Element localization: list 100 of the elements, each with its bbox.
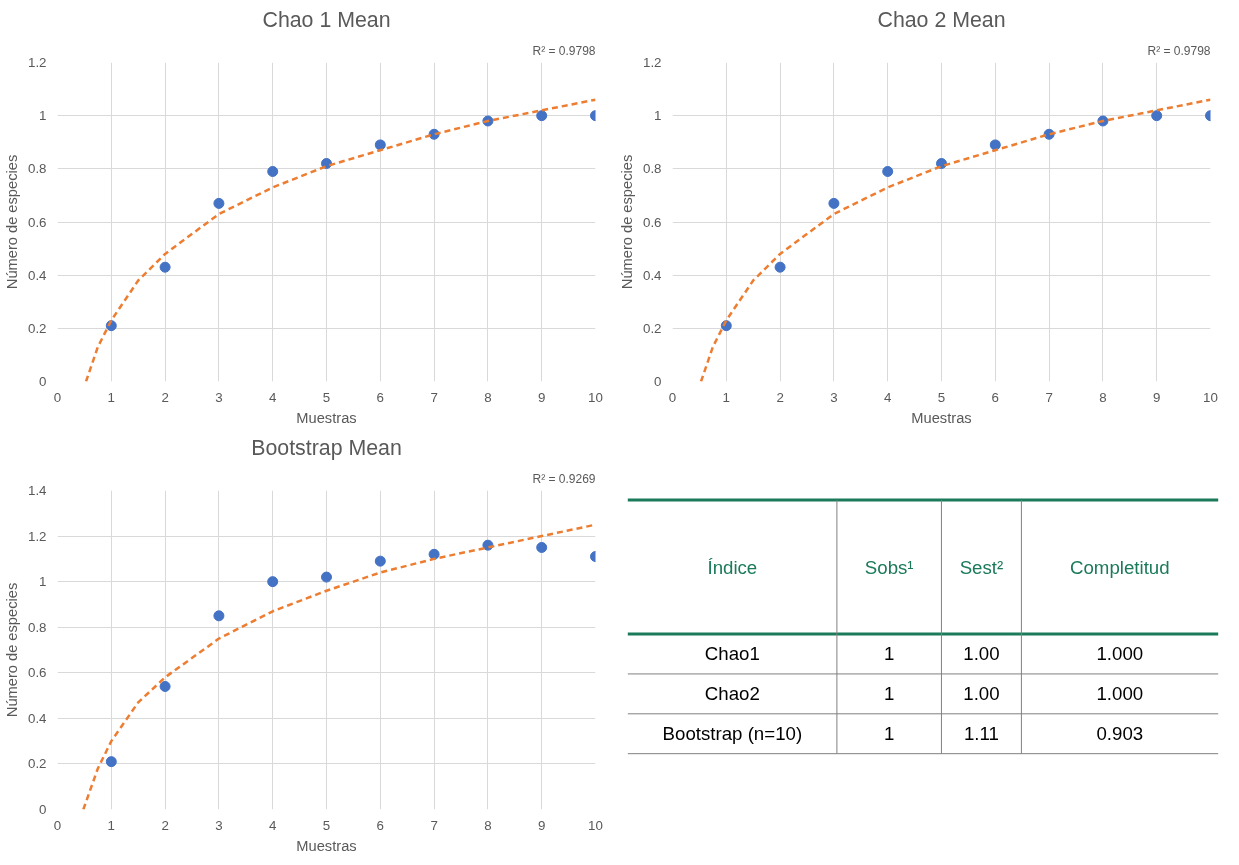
point (536, 110, 548, 122)
x-tick-label: 6 (376, 389, 385, 405)
text: R² = 0.9798 (532, 43, 596, 58)
point (428, 548, 440, 560)
x-tick-label: 9 (537, 389, 546, 405)
y-tick-label: 0 (39, 374, 47, 389)
x-tick-label: 2 (161, 389, 169, 405)
y-tick-label: 0.6 (27, 214, 47, 230)
text: 1 (883, 723, 895, 745)
point (213, 197, 225, 209)
x-tick-label: 4 (268, 817, 277, 833)
text: 0.903 (1096, 723, 1144, 745)
x-tick-label: 10 (588, 817, 603, 833)
text: 1.11 (963, 723, 999, 745)
point (774, 261, 786, 273)
x-tick-label: 9 (537, 817, 546, 833)
point (267, 166, 279, 177)
y-tick-label: 0 (654, 374, 662, 389)
chart-title: Bootstrap Mean (251, 435, 402, 460)
x-tick-label: 7 (430, 817, 438, 833)
point (105, 756, 117, 768)
x-tick-label: 7 (430, 389, 438, 405)
x-tick-label: 8 (484, 817, 492, 833)
line-series (84, 98, 596, 382)
x-tick-label: 1 (107, 817, 116, 833)
chart-title: Chao 1 Mean (262, 7, 391, 32)
y-tick-label: 0.2 (642, 320, 662, 336)
text: 1 (883, 643, 895, 665)
category-label: Completitud (1070, 556, 1170, 578)
y-tick-label: 0 (39, 802, 47, 817)
category-label: Índice (707, 556, 758, 578)
point (536, 541, 548, 553)
point (882, 166, 894, 177)
text: 1.000 (1096, 643, 1144, 665)
point (1151, 110, 1163, 122)
y-axis-title: Número de especies (618, 154, 635, 290)
x-tick-label: 1 (722, 389, 731, 405)
text: R² = 0.9798 (1147, 43, 1211, 58)
x-tick-label: 3 (215, 817, 223, 833)
point (374, 139, 386, 151)
x-tick-label: 8 (1099, 389, 1107, 405)
point (989, 139, 1001, 151)
line-series (699, 98, 1211, 382)
x-tick-label: 4 (268, 389, 277, 405)
x-tick-label: 6 (991, 389, 1000, 405)
point (374, 555, 386, 567)
point (321, 571, 332, 583)
x-tick-label: 3 (830, 389, 838, 405)
chart-title: Chao 2 Mean (877, 7, 1006, 32)
x-tick-label: 5 (322, 389, 331, 405)
text: 1 (883, 683, 895, 705)
category-label: Sest² (959, 556, 1004, 578)
y-tick-label: 0.2 (27, 320, 47, 336)
x-tick-label: 5 (937, 389, 946, 405)
category-label: Chao1 (704, 643, 760, 665)
category-label: Bootstrap (n=10) (662, 723, 803, 745)
x-tick-label: 5 (322, 817, 331, 833)
y-tick-label: 0.4 (27, 267, 48, 283)
y-tick-label: 1.2 (27, 528, 47, 544)
y-tick-label: 0.6 (642, 214, 662, 230)
x-tick-label: 7 (1045, 389, 1053, 405)
point (828, 197, 840, 209)
x-tick-label: 0 (668, 389, 677, 405)
y-tick-label: 1.2 (27, 55, 47, 70)
y-tick-label: 1 (654, 108, 662, 124)
y-axis-title: Número de especies (3, 154, 20, 290)
y-tick-label: 1.2 (642, 55, 662, 70)
point (213, 610, 225, 622)
x-axis-title: Muestras (911, 409, 972, 426)
y-tick-label: 0.8 (27, 619, 47, 635)
x-tick-label: 10 (1203, 389, 1218, 405)
text: 1.00 (963, 683, 1000, 705)
y-tick-label: 0.6 (27, 665, 47, 681)
y-tick-label: 1 (39, 108, 47, 124)
text: 1.000 (1096, 683, 1144, 705)
x-tick-label: 4 (883, 389, 892, 405)
x-tick-label: 8 (484, 389, 492, 405)
category-label: Chao2 (704, 683, 760, 705)
point (267, 576, 279, 588)
y-tick-label: 1 (39, 574, 47, 590)
y-axis-title: Número de especies (3, 582, 20, 718)
x-tick-label: 3 (215, 389, 223, 405)
x-tick-label: 0 (53, 389, 62, 405)
x-axis-title: Muestras (296, 837, 357, 854)
text: 1.00 (963, 643, 1000, 665)
y-tick-label: 0.8 (642, 161, 662, 177)
y-tick-label: 0.2 (27, 756, 47, 772)
x-tick-label: 2 (161, 817, 169, 833)
x-tick-label: 0 (53, 817, 62, 833)
point (159, 261, 171, 273)
x-tick-label: 6 (376, 817, 385, 833)
x-tick-label: 2 (776, 389, 784, 405)
y-tick-label: 0.8 (27, 161, 47, 177)
text: R² = 0.9269 (532, 471, 596, 486)
point (159, 680, 171, 692)
x-tick-label: 1 (107, 389, 116, 405)
y-tick-label: 0.4 (27, 710, 48, 726)
y-tick-label: 1.4 (27, 483, 48, 498)
x-axis-title: Muestras (296, 409, 357, 426)
y-tick-label: 0.4 (642, 267, 663, 283)
